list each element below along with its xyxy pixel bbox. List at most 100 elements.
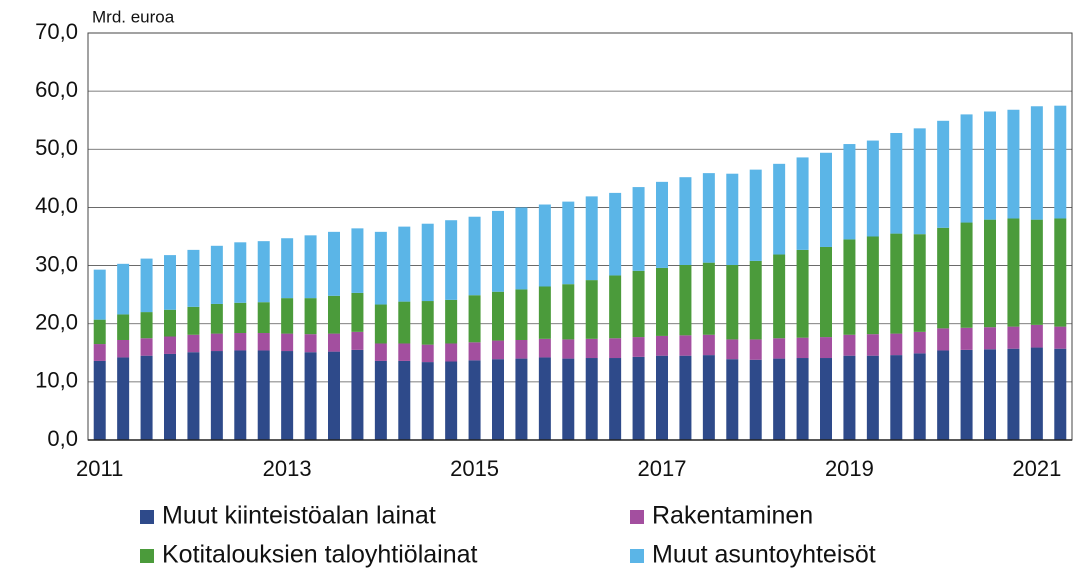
bar-segment — [1007, 218, 1020, 327]
bar-segment — [257, 350, 270, 440]
bar-segment — [585, 196, 598, 281]
bar-segment — [609, 358, 622, 440]
bar-segment — [984, 349, 996, 440]
bar-segment — [726, 173, 739, 265]
bar-segment — [304, 352, 317, 440]
y-tick-label: 30,0 — [35, 251, 78, 276]
legend-label: Kotitalouksien taloyhtiölainat — [162, 541, 478, 569]
bar-segment — [281, 238, 294, 299]
bar-segment — [913, 128, 926, 235]
bar-segment — [913, 353, 926, 440]
bar-segment — [960, 222, 973, 328]
bar-segment — [679, 177, 692, 265]
bar-segment — [234, 333, 247, 351]
bar-segment — [796, 337, 809, 359]
bar-segment — [398, 301, 411, 344]
bar-segment — [398, 343, 411, 361]
legend-label: Rakentaminen — [652, 502, 813, 530]
bar-segment — [702, 262, 715, 335]
bar-segment — [515, 207, 528, 290]
bar-segment — [1007, 109, 1020, 219]
bar-segment — [117, 314, 130, 340]
bar-segment — [679, 355, 692, 440]
y-tick-label: 10,0 — [35, 368, 78, 393]
bar-segment — [234, 302, 247, 334]
bar-segment — [796, 358, 809, 440]
bar-segment — [374, 231, 387, 305]
bar-segment — [866, 140, 879, 237]
bar-segment — [773, 338, 786, 359]
bar-segment — [187, 249, 200, 307]
bar-segment — [515, 289, 528, 340]
bar-segment — [492, 359, 504, 440]
bar-segment — [164, 309, 176, 337]
bar-segment — [140, 338, 153, 356]
bar-segment — [1007, 326, 1020, 349]
bar-segment — [468, 360, 481, 440]
bar-segment — [492, 291, 504, 341]
bar-segment — [1007, 348, 1020, 440]
bar-segment — [117, 263, 130, 315]
bar-segment — [866, 334, 879, 356]
bar-segment — [304, 235, 317, 299]
bar-segment — [1030, 347, 1043, 440]
y-tick-label: 0,0 — [47, 426, 78, 451]
bar-segment — [421, 344, 434, 363]
x-tick-label: 2021 — [1012, 456, 1061, 481]
bar-segment — [937, 328, 950, 351]
bar-segment — [304, 334, 317, 353]
x-tick-label: 2017 — [638, 456, 687, 481]
bar-segment — [656, 355, 668, 440]
bar-segment — [726, 339, 739, 360]
bar-segment — [656, 181, 668, 268]
bar-segment — [445, 361, 458, 440]
bar-segment — [702, 355, 715, 440]
bar-segment — [492, 210, 504, 292]
bar-segment — [843, 144, 856, 240]
bar-segment — [445, 343, 458, 362]
bar-segment — [1054, 326, 1067, 349]
bar-segment — [187, 334, 200, 353]
bar-segment — [538, 338, 551, 358]
bar-segment — [820, 246, 832, 338]
bar-segment — [562, 201, 575, 285]
bar-segment — [866, 355, 879, 440]
bar-segment — [890, 333, 903, 356]
bar-segment — [351, 228, 364, 293]
bar-segment — [468, 295, 481, 343]
bar-segment — [515, 358, 528, 440]
bar-segment — [1054, 348, 1067, 440]
bar-segment — [585, 280, 598, 339]
bar-segment — [820, 152, 832, 247]
bar-segment — [890, 133, 903, 234]
legend-swatch — [140, 510, 154, 524]
bar-segment — [679, 335, 692, 356]
bar-segment — [140, 258, 153, 313]
bar-segment — [585, 358, 598, 440]
bar-segment — [210, 245, 223, 304]
x-tick-label: 2013 — [263, 456, 312, 481]
bar-segment — [468, 216, 481, 296]
bar-segment — [984, 219, 996, 328]
bar-segment — [749, 169, 762, 261]
bar-segment — [257, 302, 270, 334]
bar-segment — [702, 173, 715, 263]
y-tick-label: 70,0 — [35, 19, 78, 44]
bar-segment — [773, 254, 786, 339]
bar-segment — [749, 339, 762, 360]
bar-segment — [609, 275, 622, 339]
bar-segment — [960, 114, 973, 223]
bar-segment — [328, 333, 340, 352]
bar-segment — [421, 223, 434, 302]
bar-segment — [187, 306, 200, 335]
legend-swatch — [630, 510, 644, 524]
bar-segment — [656, 267, 668, 336]
bar-segment — [445, 299, 458, 344]
bar-segment — [281, 351, 294, 440]
bar-segment — [328, 231, 340, 296]
bar-segment — [749, 359, 762, 440]
bar-segment — [281, 333, 294, 352]
bar-segment — [843, 334, 856, 356]
bar-segment — [210, 333, 223, 352]
